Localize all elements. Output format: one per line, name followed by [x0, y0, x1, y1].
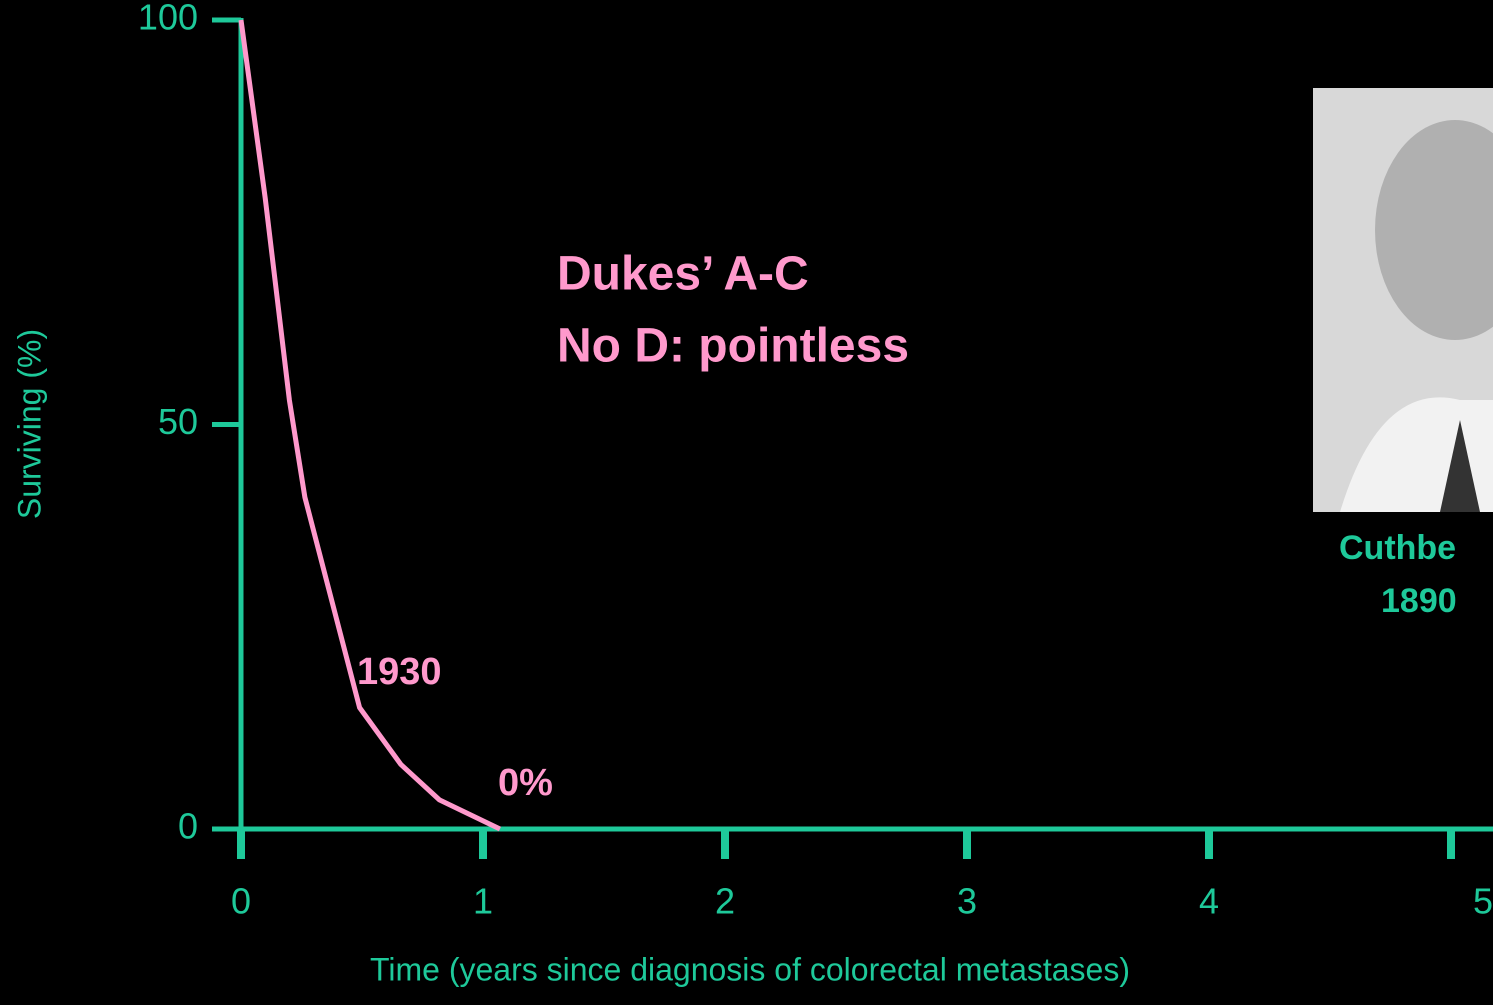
photo-tie — [1440, 420, 1480, 512]
curve-label: 1930 — [357, 651, 442, 693]
annotation: 0% — [498, 762, 553, 804]
annotation: Cuthbe — [1339, 529, 1456, 567]
y-axis-label: Surviving (%) — [11, 329, 47, 519]
portrait-photo — [1313, 88, 1493, 512]
x-tick-label: 2 — [715, 881, 735, 922]
x-tick-label: 3 — [957, 881, 977, 922]
survival-curve — [238, 19, 502, 832]
annotation: No D: pointless — [557, 320, 909, 373]
annotation: Dukes’ A-C — [557, 248, 809, 301]
y-tick-label: 100 — [138, 0, 198, 38]
photo-head — [1375, 120, 1493, 340]
x-tick-label: 4 — [1199, 881, 1219, 922]
y-tick-label: 0 — [178, 806, 198, 847]
x-tick-label: 1 — [473, 881, 493, 922]
x-axis-label: Time (years since diagnosis of colorecta… — [370, 951, 1130, 987]
x-tick-label: 0 — [231, 881, 251, 922]
y-tick-label: 50 — [158, 401, 198, 442]
x-tick-label: 5 — [1473, 881, 1493, 922]
annotation: 1890 — [1381, 582, 1457, 620]
